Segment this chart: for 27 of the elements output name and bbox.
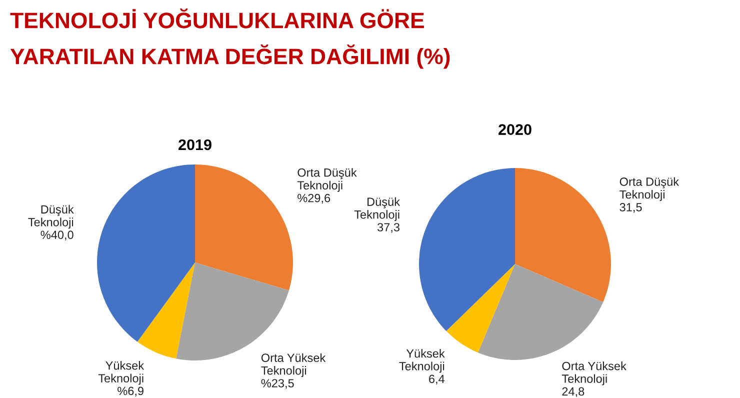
- pie-slice: [137, 262, 195, 359]
- slice-label: Orta Düşük Teknoloji: [620, 177, 680, 202]
- slice-label: Yüksek Teknoloji: [399, 349, 445, 373]
- data-label: %6,9: [118, 386, 144, 397]
- slice-label: Yüksek Teknoloji: [98, 361, 144, 385]
- pie-slice: [478, 264, 604, 360]
- pie-slice: [195, 164, 293, 290]
- data-label: %29,6: [298, 194, 330, 204]
- slice-label: Orta Yüksek Teknoloji: [261, 353, 326, 378]
- slice-label: Düşük Teknoloji: [354, 197, 400, 222]
- slice-label: Orta Yüksek Teknoloji: [562, 362, 626, 386]
- data-label: 24,8: [562, 387, 584, 398]
- data-label: %23,5: [261, 379, 294, 389]
- pie-slice: [176, 262, 289, 360]
- pie-slice: [446, 264, 515, 353]
- data-label: %40,0: [40, 230, 74, 240]
- slice-label: Orta Düşük Teknoloji: [297, 168, 357, 192]
- chart-title: 2019: [178, 139, 212, 150]
- pie-slice: [97, 164, 195, 342]
- data-label: 31,5: [620, 203, 642, 213]
- data-label: 6,4: [429, 374, 445, 384]
- pie-slice: [419, 168, 515, 332]
- data-label: 37,3: [377, 223, 400, 233]
- text: TEKNOLOJİ YOĞUNLUKLARINA GÖRE YARATILAN KATMA DEĞER DAĞILIMI (%): [10, 8, 450, 69]
- slice-label: Düşük Teknoloji: [28, 204, 74, 229]
- pie-slice: [515, 168, 611, 302]
- chart-title: 2020: [498, 124, 532, 135]
